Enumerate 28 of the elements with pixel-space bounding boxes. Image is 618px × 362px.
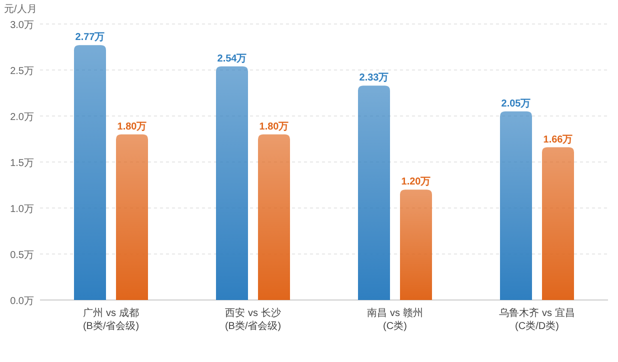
- bar: [542, 147, 574, 300]
- bar: [216, 66, 248, 300]
- data-label: 2.33万: [359, 72, 389, 84]
- data-label: 1.80万: [259, 121, 289, 132]
- y-tick-label: 2.0万: [10, 112, 34, 123]
- data-label: 1.20万: [401, 176, 431, 188]
- data-label: 2.05万: [501, 98, 531, 110]
- bar: [400, 190, 432, 300]
- y-tick-label: 1.0万: [10, 204, 34, 215]
- bar: [358, 86, 390, 300]
- y-axis-title: 元/人月: [4, 4, 37, 15]
- x-tick-label: 乌鲁木齐 vs 宜昌 (C类/D类): [499, 307, 575, 332]
- y-tick-label: 0.0万: [10, 296, 34, 307]
- x-tick-label: 南昌 vs 赣州 (C类): [367, 307, 423, 332]
- y-tick-label: 3.0万: [10, 20, 34, 31]
- data-label: 2.54万: [217, 53, 247, 64]
- bar: [74, 45, 106, 300]
- bar: [116, 134, 148, 300]
- bar: [258, 134, 290, 300]
- bar: [500, 111, 532, 300]
- x-tick-label: 广州 vs 成都 (B类/省会级): [82, 307, 140, 332]
- data-label: 1.80万: [117, 121, 147, 132]
- data-label: 1.66万: [543, 134, 573, 146]
- y-tick-label: 0.5万: [10, 250, 34, 261]
- y-tick-label: 2.5万: [10, 66, 34, 77]
- y-tick-label: 1.5万: [10, 158, 34, 169]
- x-tick-label: 西安 vs 长沙 (B类/省会级): [224, 307, 282, 332]
- data-label: 2.77万: [75, 32, 105, 44]
